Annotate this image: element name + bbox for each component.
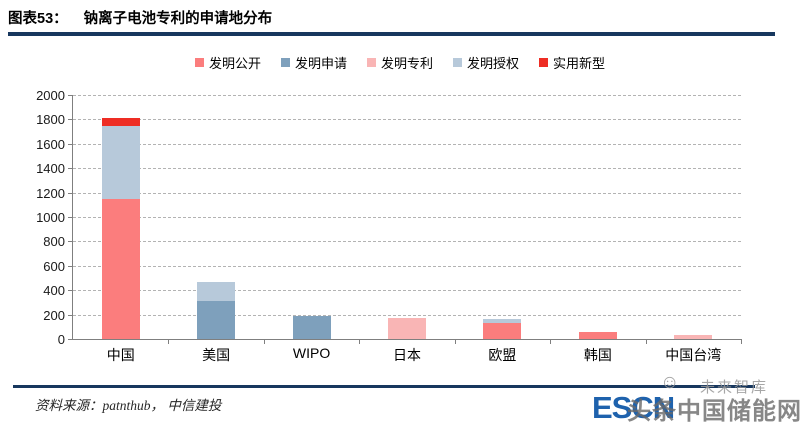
y-axis-tick bbox=[68, 95, 73, 96]
y-axis-tick bbox=[68, 265, 73, 267]
y-axis-tick bbox=[68, 143, 73, 145]
x-axis-label-中国台湾: 中国台湾 bbox=[665, 347, 722, 363]
bar-segment-实用新型 bbox=[101, 118, 140, 126]
gridline-1400 bbox=[73, 168, 741, 170]
legend-item-2: 发明专利 bbox=[366, 53, 433, 72]
bar-segment-发明授权 bbox=[483, 319, 522, 324]
y-axis-tick bbox=[68, 314, 73, 316]
stacked-bar-美国 bbox=[197, 281, 236, 339]
y-axis-label-1200: 1200 bbox=[36, 185, 65, 201]
legend-label: 发明授权 bbox=[467, 56, 520, 71]
bar-segment-发明授权 bbox=[197, 281, 236, 302]
y-axis-tick bbox=[68, 290, 73, 292]
y-axis-tick bbox=[68, 339, 73, 340]
legend-item-4: 实用新型 bbox=[539, 53, 605, 72]
x-axis-tick bbox=[645, 339, 647, 344]
gridline-800 bbox=[73, 241, 741, 243]
x-axis-label-中国: 中国 bbox=[106, 347, 135, 363]
y-axis-label-800: 800 bbox=[43, 234, 65, 250]
footer-divider-rule bbox=[13, 385, 755, 388]
x-axis-label-欧盟: 欧盟 bbox=[488, 347, 517, 363]
bar-segment-发明专利 bbox=[388, 317, 426, 339]
bar-segment-发明申请 bbox=[197, 301, 236, 339]
y-axis-label-0: 0 bbox=[57, 332, 65, 347]
x-axis-label-美国: 美国 bbox=[202, 347, 231, 363]
legend-swatch-icon bbox=[280, 58, 290, 67]
x-axis-label-WIPO: WIPO bbox=[292, 345, 331, 361]
x-axis-tick bbox=[359, 339, 361, 344]
y-axis-tick bbox=[68, 217, 73, 218]
bar-segment-发明专利 bbox=[674, 335, 713, 339]
stacked-bar-中国台湾 bbox=[674, 335, 713, 339]
gridline-1600 bbox=[73, 143, 741, 145]
bar-segment-发明公开 bbox=[483, 323, 522, 339]
legend-label: 发明申请 bbox=[294, 56, 347, 71]
y-axis-label-400: 400 bbox=[43, 283, 65, 299]
gridline-1000 bbox=[73, 217, 741, 218]
legend-swatch-icon bbox=[366, 58, 376, 67]
y-axis-tick bbox=[68, 168, 73, 170]
legend-item-3: 发明授权 bbox=[453, 53, 519, 72]
legend-swatch-icon bbox=[194, 58, 204, 67]
bar-segment-发明申请 bbox=[292, 315, 331, 339]
gridline-200 bbox=[73, 314, 741, 316]
figure-title-text: 钠离子电池专利的申请地分布 bbox=[83, 11, 273, 27]
x-axis-tick bbox=[168, 339, 170, 344]
bar-segment-发明公开 bbox=[578, 331, 617, 339]
stacked-bar-韩国 bbox=[578, 331, 617, 339]
legend-item-0: 发明公开 bbox=[194, 53, 261, 72]
smiley-watermark-icon: ☺ bbox=[660, 372, 680, 393]
y-axis-label-2000: 2000 bbox=[36, 88, 65, 103]
stacked-bar-中国 bbox=[101, 118, 140, 339]
stacked-bar-WIPO bbox=[292, 315, 331, 339]
y-axis-tick bbox=[68, 241, 73, 243]
y-axis-label-1800: 1800 bbox=[36, 112, 65, 128]
stacked-bar-欧盟 bbox=[483, 319, 522, 339]
x-axis-tick bbox=[263, 339, 265, 344]
y-axis-label-1400: 1400 bbox=[36, 161, 65, 177]
legend-swatch-icon bbox=[539, 58, 549, 67]
cnesa-watermark: 头条中国储能网 bbox=[627, 398, 800, 425]
y-axis-label-600: 600 bbox=[43, 258, 65, 274]
y-axis-tick bbox=[68, 192, 73, 194]
legend-label: 实用新型 bbox=[553, 56, 606, 71]
bar-segment-发明公开 bbox=[101, 198, 140, 339]
chart-plot-area: 0 200 400 600 800 1000 1200 1400 1600 1800 2000 中国 美… bbox=[36, 88, 742, 363]
vzkoo-watermark: 未来智库 bbox=[700, 379, 769, 396]
y-axis-tick bbox=[68, 119, 73, 121]
chart-legend: 发明公开 发明申请 发明专利 发明授权 实用新型 bbox=[0, 53, 800, 72]
legend-label: 发明公开 bbox=[208, 56, 261, 71]
stacked-bar-日本 bbox=[388, 317, 426, 339]
legend-label: 发明专利 bbox=[380, 56, 433, 71]
escn-watermark: ESCN bbox=[592, 390, 675, 425]
y-axis-label-1000: 1000 bbox=[36, 210, 65, 225]
y-axis-label-200: 200 bbox=[43, 307, 65, 323]
legend-swatch-icon bbox=[453, 58, 462, 67]
figure-title: 图表53： 钠离子电池专利的申请地分布 bbox=[8, 7, 272, 28]
figure-number: 图表53： bbox=[8, 11, 68, 27]
title-divider-rule bbox=[8, 32, 775, 36]
x-axis-label-日本: 日本 bbox=[392, 347, 421, 363]
gridline-1800 bbox=[73, 119, 741, 121]
x-axis-tick bbox=[454, 339, 456, 344]
x-axis-label-韩国: 韩国 bbox=[583, 347, 612, 363]
source-note: 资料来源：patnthub， 中信建投 bbox=[35, 398, 222, 413]
x-axis-tick bbox=[741, 339, 742, 344]
x-axis-tick bbox=[550, 339, 552, 344]
bar-segment-发明授权 bbox=[101, 125, 140, 199]
gridline-600 bbox=[73, 265, 741, 267]
gridline-400 bbox=[73, 290, 741, 292]
y-axis-label-1600: 1600 bbox=[36, 136, 65, 152]
legend-item-1: 发明申请 bbox=[280, 53, 347, 72]
gridline-1200 bbox=[73, 192, 741, 194]
gridline-2000 bbox=[73, 95, 741, 96]
